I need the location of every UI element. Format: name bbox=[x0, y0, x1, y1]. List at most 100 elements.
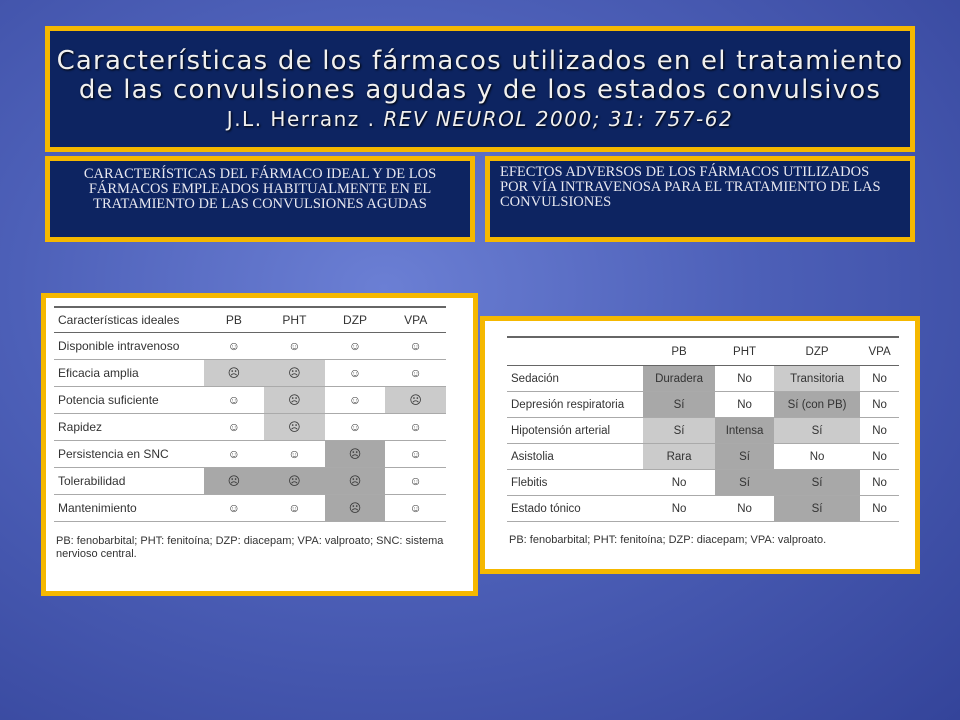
reference-citation: REV NEUROL 2000; 31: 757-62 bbox=[383, 107, 734, 131]
row-label: Mantenimiento bbox=[54, 494, 204, 522]
table-cell: Rara bbox=[643, 443, 716, 470]
column-header: VPA bbox=[385, 306, 446, 333]
table-cell: No bbox=[774, 443, 861, 470]
table-row: Disponible intravenoso ☺ ☺ ☺ ☺ bbox=[54, 332, 446, 360]
reference-author: J.L. Herranz . bbox=[226, 107, 376, 131]
table-cell: ☺ bbox=[385, 467, 446, 495]
row-label: Rapidez bbox=[54, 413, 204, 441]
table-cell: Sí bbox=[643, 391, 716, 418]
table-row: Mantenimiento ☺ ☺ ☹ ☺ bbox=[54, 494, 446, 522]
table-cell: ☺ bbox=[203, 494, 265, 522]
table-cell: ☺ bbox=[203, 413, 265, 441]
table-cell: ☺ bbox=[324, 413, 386, 441]
table-cell: No bbox=[715, 391, 775, 418]
ideal-table-footnote: PB: fenobarbital; PHT: fenitoína; DZP: d… bbox=[56, 535, 444, 560]
table-row: Potencia suficiente ☺ ☹ ☺ ☹ bbox=[54, 386, 446, 414]
adverse-effects-table: PB PHT DZP VPA Sedación Duradera No Transit… bbox=[507, 336, 899, 522]
table-cell: No bbox=[860, 417, 899, 444]
table-cell: Sí bbox=[643, 417, 716, 444]
table-row: Hipotensión arterial Sí Intensa Sí No bbox=[507, 417, 899, 444]
table-cell: Sí bbox=[774, 495, 861, 522]
table-cell: ☺ bbox=[264, 440, 325, 468]
table-row: Rapidez ☺ ☹ ☺ ☺ bbox=[54, 413, 446, 441]
table-cell: Intensa bbox=[715, 417, 775, 444]
table-cell: ☹ bbox=[203, 467, 265, 495]
row-label: Eficacia amplia bbox=[54, 359, 204, 387]
table-cell: No bbox=[860, 469, 899, 496]
table-cell: ☺ bbox=[324, 386, 386, 414]
table-cell: ☹ bbox=[264, 413, 325, 441]
row-label: Sedación bbox=[507, 365, 643, 392]
table-cell: No bbox=[860, 495, 899, 522]
column-header: Características ideales bbox=[54, 306, 204, 333]
table-cell: ☺ bbox=[385, 440, 446, 468]
column-header: PB bbox=[643, 336, 716, 366]
table-cell: No bbox=[860, 443, 899, 470]
table-row: Persistencia en SNC ☺ ☺ ☹ ☺ bbox=[54, 440, 446, 468]
table-cell: ☹ bbox=[324, 494, 386, 522]
table-cell: ☺ bbox=[385, 413, 446, 441]
column-header: DZP bbox=[324, 306, 386, 333]
table-cell: No bbox=[715, 495, 775, 522]
table-cell: No bbox=[860, 391, 899, 418]
table-row: Tolerabilidad ☹ ☹ ☹ ☺ bbox=[54, 467, 446, 495]
row-label: Flebitis bbox=[507, 469, 643, 496]
table-cell: Sí bbox=[774, 469, 861, 496]
row-label: Potencia suficiente bbox=[54, 386, 204, 414]
column-header: PB bbox=[203, 306, 265, 333]
column-header bbox=[507, 336, 643, 366]
table-cell: ☹ bbox=[385, 386, 446, 414]
table-cell: ☺ bbox=[203, 440, 265, 468]
table-header-row: Características ideales PB PHT DZP VPA bbox=[54, 306, 446, 333]
table-cell: No bbox=[643, 469, 716, 496]
adverse-effects-table-panel: PB PHT DZP VPA Sedación Duradera No Transit… bbox=[480, 316, 920, 574]
slide-title-line1: Características de los fármacos utilizad… bbox=[56, 46, 904, 76]
table-cell: ☺ bbox=[264, 494, 325, 522]
table-row: Depresión respiratoria Sí No Sí (con PB) No bbox=[507, 391, 899, 418]
caption-adverse-effects: Efectos adversos de los fármacos utiliza… bbox=[485, 156, 915, 242]
slide-reference: J.L. Herranz . REV NEUROL 2000; 31: 757-… bbox=[50, 105, 910, 134]
table-row: Asistolia Rara Sí No No bbox=[507, 443, 899, 470]
ideal-drug-table-panel: Características ideales PB PHT DZP VPA D… bbox=[41, 293, 478, 596]
table-cell: ☺ bbox=[324, 359, 386, 387]
table-cell: Sí bbox=[715, 443, 775, 470]
table-cell: ☺ bbox=[203, 386, 265, 414]
table-cell: No bbox=[715, 365, 775, 392]
table-cell: ☹ bbox=[324, 440, 386, 468]
table-row: Estado tónico No No Sí No bbox=[507, 495, 899, 522]
table-cell: Sí bbox=[774, 417, 861, 444]
table-cell: Sí (con PB) bbox=[774, 391, 861, 418]
slide-title-line2: de las convulsiones agudas y de los esta… bbox=[78, 75, 882, 105]
column-header: VPA bbox=[860, 336, 899, 366]
table-cell: ☺ bbox=[264, 332, 325, 360]
table-row: Sedación Duradera No Transitoria No bbox=[507, 365, 899, 392]
column-header: PHT bbox=[264, 306, 325, 333]
table-cell: Duradera bbox=[643, 365, 716, 392]
row-label: Estado tónico bbox=[507, 495, 643, 522]
column-header: PHT bbox=[715, 336, 775, 366]
row-label: Depresión respiratoria bbox=[507, 391, 643, 418]
slide-title-box: Características de los fármacos utilizad… bbox=[45, 26, 915, 152]
table-cell: Sí bbox=[715, 469, 775, 496]
table-cell: ☺ bbox=[324, 332, 386, 360]
row-label: Disponible intravenoso bbox=[54, 332, 204, 360]
table-cell: ☺ bbox=[385, 494, 446, 522]
ideal-drug-table: Características ideales PB PHT DZP VPA D… bbox=[54, 306, 446, 522]
table-row: Flebitis No Sí Sí No bbox=[507, 469, 899, 496]
table-cell: Transitoria bbox=[774, 365, 861, 392]
table-cell: ☺ bbox=[385, 359, 446, 387]
adverse-table-footnote: PB: fenobarbital; PHT: fenitoína; DZP: d… bbox=[509, 534, 827, 546]
table-cell: ☺ bbox=[385, 332, 446, 360]
table-cell: No bbox=[860, 365, 899, 392]
table-cell: ☺ bbox=[203, 332, 265, 360]
row-label: Asistolia bbox=[507, 443, 643, 470]
row-label: Hipotensión arterial bbox=[507, 417, 643, 444]
table-row: Eficacia amplia ☹ ☹ ☺ ☺ bbox=[54, 359, 446, 387]
table-cell: ☹ bbox=[203, 359, 265, 387]
table-cell: ☹ bbox=[264, 386, 325, 414]
column-header: DZP bbox=[774, 336, 861, 366]
table-cell: ☹ bbox=[324, 467, 386, 495]
caption-ideal-drug: Características del fármaco ideal y de l… bbox=[45, 156, 475, 242]
row-label: Tolerabilidad bbox=[54, 467, 204, 495]
table-cell: ☹ bbox=[264, 467, 325, 495]
